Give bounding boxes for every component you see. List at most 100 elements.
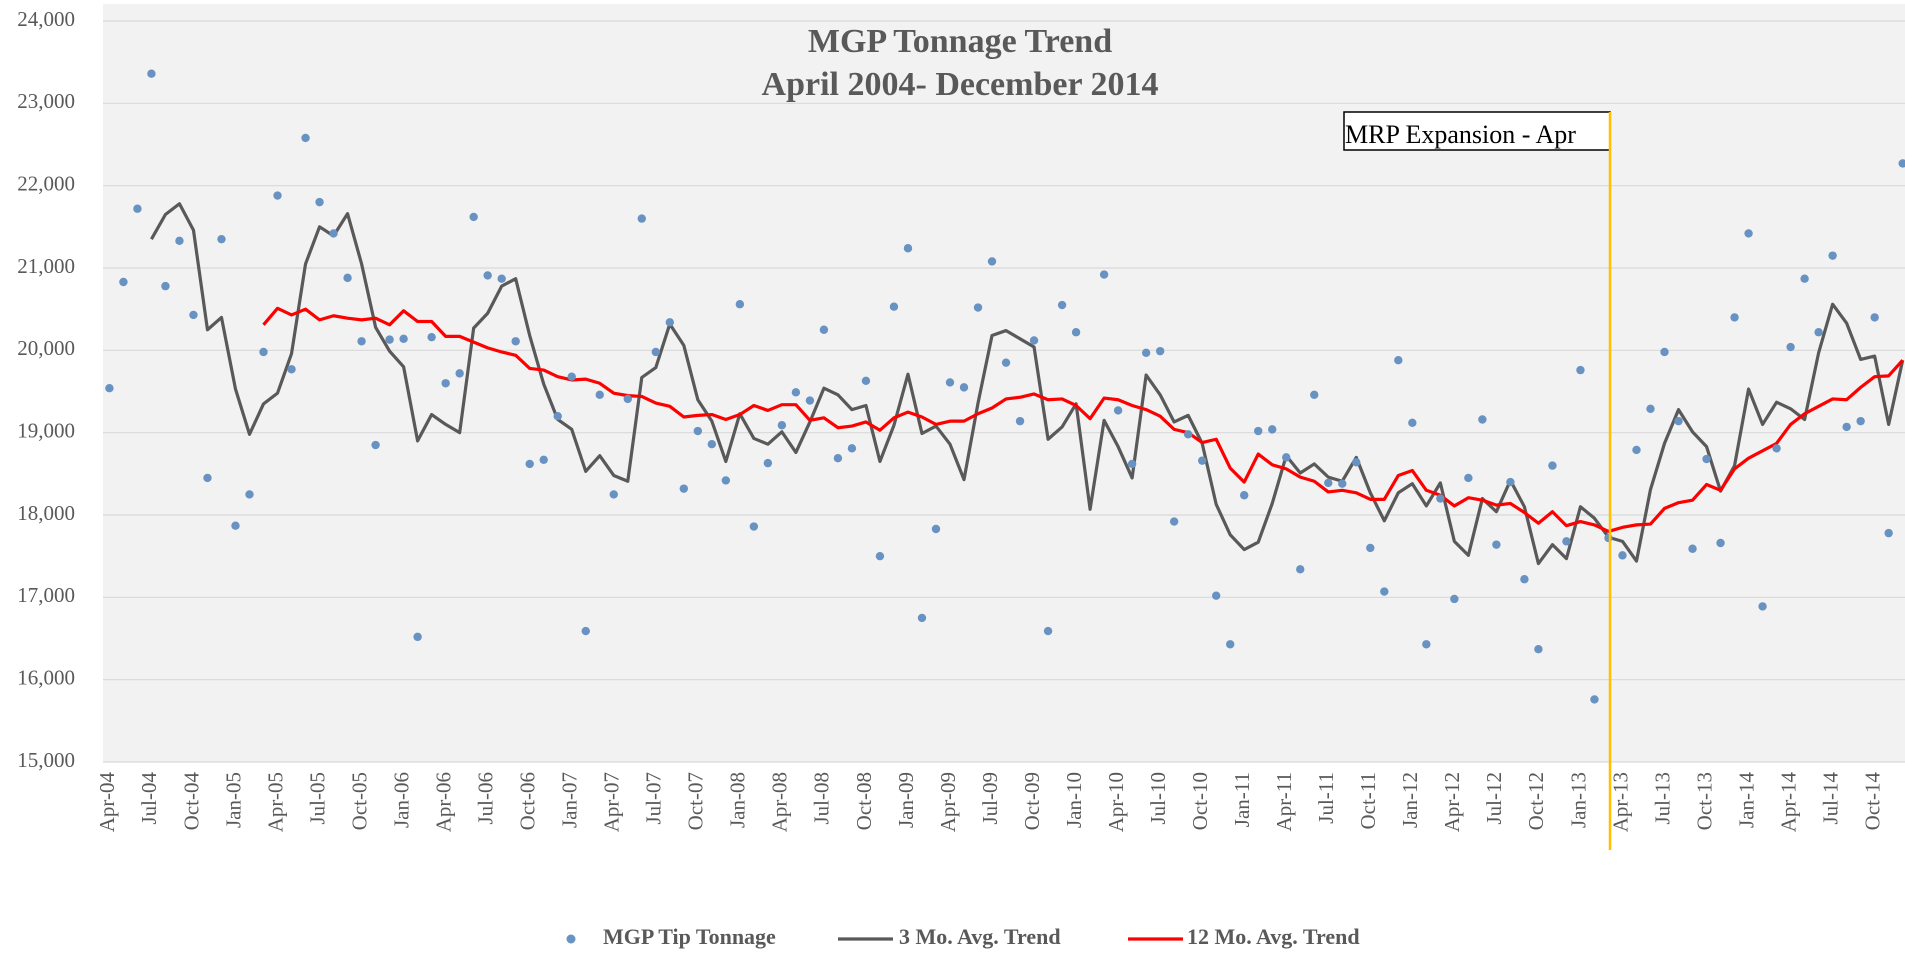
point — [1772, 444, 1781, 453]
point — [1366, 543, 1375, 553]
point — [1127, 459, 1137, 469]
point — [861, 376, 871, 385]
point — [329, 229, 338, 238]
point — [455, 369, 464, 378]
chart-subtitle: April 2004- December 2014 — [762, 66, 1159, 103]
chart-title: MGP Tonnage Trend — [808, 23, 1112, 60]
point — [721, 476, 731, 485]
point — [1071, 328, 1081, 337]
legend-label: 3 Mo. Avg. Trend — [899, 924, 1061, 949]
x-tick-label: Jul-11 — [1314, 772, 1338, 824]
point — [1183, 430, 1193, 439]
point — [539, 455, 548, 465]
point — [147, 69, 156, 78]
point — [273, 191, 282, 200]
x-tick-label: Oct-07 — [684, 772, 708, 830]
x-tick-label: Oct-08 — [852, 772, 876, 830]
point — [567, 372, 576, 381]
point — [1590, 695, 1599, 704]
point — [1842, 422, 1851, 432]
y-tick-label: 21,000 — [17, 254, 75, 278]
point — [1240, 491, 1249, 500]
x-tick-label: Jan-09 — [894, 772, 918, 828]
point — [1520, 575, 1529, 584]
point — [973, 303, 983, 312]
point — [875, 551, 885, 561]
point — [469, 212, 478, 222]
point — [1758, 602, 1767, 611]
point — [1702, 454, 1711, 464]
point — [357, 337, 366, 346]
x-tick-label: Apr-05 — [263, 772, 287, 832]
y-tick-label: 15,000 — [17, 748, 75, 772]
point — [819, 325, 829, 334]
point — [665, 318, 674, 327]
point — [511, 337, 520, 346]
x-tick-label: Oct-11 — [1356, 772, 1380, 830]
point — [1338, 479, 1347, 488]
y-tick-label: 18,000 — [17, 501, 75, 525]
legend: MGP Tip Tonnage 3 Mo. Avg. Trend 12 Mo. Av… — [566, 924, 1360, 949]
point — [245, 490, 254, 499]
point — [483, 271, 492, 280]
x-tick-label: Jan-13 — [1566, 772, 1590, 828]
x-tick-label: Apr-14 — [1776, 772, 1800, 833]
point — [231, 521, 240, 530]
point — [1141, 348, 1151, 358]
x-tick-label: Jan-05 — [221, 772, 245, 828]
point — [413, 632, 422, 642]
point — [1814, 328, 1823, 337]
y-tick-label: 23,000 — [17, 89, 75, 113]
x-tick-label: Jan-12 — [1398, 772, 1422, 828]
grid: 15,000 16,000 17,000 18,000 19,000 20,000 21,0… — [17, 7, 1905, 832]
point — [1211, 591, 1221, 600]
point — [1618, 551, 1627, 560]
point — [1057, 300, 1067, 310]
point — [1478, 415, 1487, 424]
point — [1408, 418, 1417, 427]
point — [203, 473, 212, 483]
point — [287, 365, 296, 374]
x-tick-label: Oct-04 — [179, 772, 203, 831]
x-tick-label: Jul-07 — [642, 772, 666, 825]
point — [637, 214, 646, 223]
x-tick-label: Oct-14 — [1860, 772, 1884, 831]
point — [777, 421, 787, 430]
point — [959, 383, 969, 392]
x-tick-label: Jan-10 — [1062, 772, 1086, 828]
point — [301, 133, 310, 143]
point — [917, 613, 927, 623]
annotation-text: MRP Expansion - Apr — [1345, 120, 1576, 149]
point — [945, 378, 955, 387]
x-tick-label: Apr-07 — [600, 772, 624, 832]
y-tick-label: 22,000 — [17, 171, 75, 195]
x-tick-label: Jul-06 — [473, 772, 497, 825]
x-tick-label: Oct-09 — [1020, 772, 1044, 830]
point — [1506, 477, 1515, 487]
point — [259, 347, 268, 357]
point — [1268, 425, 1277, 434]
point — [427, 332, 436, 342]
point — [133, 204, 142, 213]
x-tick-label: Apr-13 — [1608, 772, 1632, 832]
point — [1394, 356, 1403, 365]
point — [1716, 538, 1725, 548]
point — [343, 273, 352, 283]
point — [931, 524, 941, 534]
x-tick-label: Jan-06 — [389, 772, 413, 828]
point — [1380, 587, 1389, 596]
point — [1015, 416, 1025, 426]
y-tick-label: 24,000 — [17, 7, 75, 31]
point — [553, 412, 562, 421]
point — [525, 459, 534, 469]
legend-label: 12 Mo. Avg. Trend — [1187, 924, 1360, 949]
x-tick-label: Apr-11 — [1272, 772, 1296, 831]
legend-label: MGP Tip Tonnage — [603, 924, 776, 949]
point — [1001, 358, 1011, 367]
legend-marker — [566, 934, 576, 944]
point — [1674, 416, 1683, 426]
point — [1534, 645, 1543, 654]
x-tick-label: Apr-08 — [768, 772, 792, 832]
y-tick-label: 20,000 — [17, 336, 75, 360]
